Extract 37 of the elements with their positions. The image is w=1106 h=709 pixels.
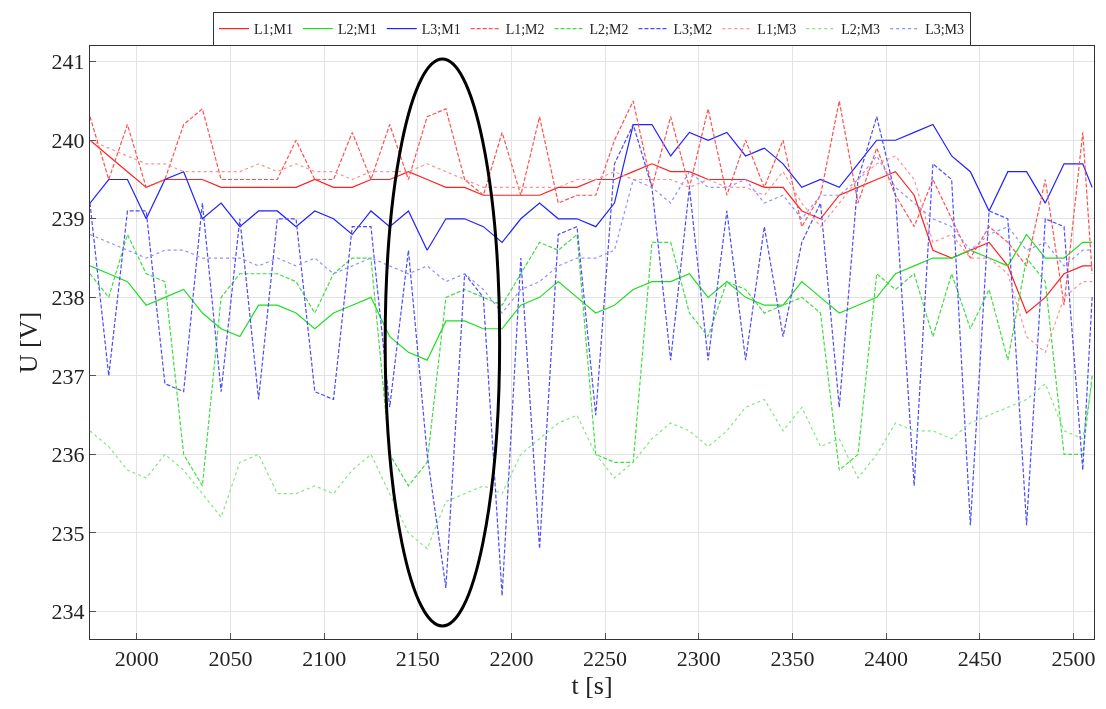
x-tick-label: 2200 (489, 646, 534, 672)
legend-label: L1;M2 (505, 22, 545, 38)
y-tick-label: 239 (51, 206, 85, 232)
y-axis-title: U [V] (14, 311, 43, 374)
x-tick-label: 2100 (302, 646, 347, 672)
line-series (90, 100, 1093, 306)
x-tick-label: 2000 (114, 646, 159, 672)
x-tick-label: 2150 (395, 646, 440, 672)
legend-label: L2;M2 (589, 22, 629, 38)
x-tick-label: 2400 (864, 646, 909, 672)
x-axis-title: t [s] (571, 671, 613, 701)
line-series (90, 116, 1093, 597)
y-tick-label: 237 (51, 363, 85, 389)
legend-label: L3;M1 (421, 22, 461, 38)
x-tick-label: 2050 (208, 646, 253, 672)
line-series (90, 123, 1093, 251)
legend-label: L1;M3 (757, 22, 797, 38)
x-tick-label: 2450 (957, 646, 1002, 672)
legend-label: L3;M3 (925, 22, 965, 38)
legend-label: L2;M1 (337, 22, 377, 38)
legend-label: L3;M2 (673, 22, 713, 38)
legend-label: L2;M3 (841, 22, 881, 38)
x-tick-label: 2350 (770, 646, 815, 672)
y-tick-label: 238 (51, 285, 85, 311)
y-tick-label: 235 (51, 520, 85, 546)
line-series (90, 233, 1093, 487)
x-tick-label: 2300 (676, 646, 721, 672)
line-series (90, 139, 1093, 353)
y-tick-label: 236 (51, 442, 85, 468)
y-tick-label: 241 (51, 49, 85, 75)
y-tick-label: 240 (51, 127, 85, 153)
y-tick-label: 234 (51, 599, 85, 625)
x-tick-label: 2500 (1051, 646, 1096, 672)
line-series (90, 383, 1093, 550)
line-series (90, 233, 1093, 361)
legend-label: L1;M1 (254, 22, 293, 38)
x-tick-label: 2250 (583, 646, 628, 672)
